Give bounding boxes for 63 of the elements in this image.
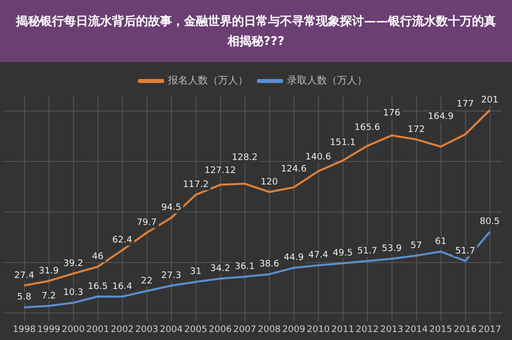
data-label: 51.7 bbox=[357, 246, 378, 256]
data-label: 57 bbox=[410, 240, 422, 251]
data-label: 38.6 bbox=[259, 260, 280, 270]
x-tick-label: 2000 bbox=[62, 324, 85, 335]
data-label: 47.4 bbox=[308, 250, 329, 261]
data-label: 22 bbox=[141, 276, 152, 286]
data-label: 27.4 bbox=[14, 270, 35, 281]
x-tick-label: 2005 bbox=[184, 324, 208, 335]
chart-title: 揭秘银行每日流水背后的故事，金融世界的日常与不寻常现象探讨——银行流水数十万的真相揭秘??? bbox=[0, 0, 512, 62]
data-label: 80.5 bbox=[480, 217, 500, 228]
x-tick-label: 2009 bbox=[282, 324, 306, 335]
data-label: 61 bbox=[435, 236, 446, 247]
data-label: 27.3 bbox=[161, 270, 182, 281]
data-label: 46 bbox=[92, 252, 104, 262]
x-tick-label: 1998 bbox=[12, 324, 36, 335]
data-label: 120 bbox=[260, 177, 278, 188]
x-tick-label: 2001 bbox=[86, 324, 110, 335]
data-label: 124.6 bbox=[280, 164, 307, 175]
data-label: 16.4 bbox=[112, 282, 133, 292]
data-label: 51.7 bbox=[455, 246, 476, 256]
x-tick-label: 2016 bbox=[454, 324, 477, 335]
data-label: 79.7 bbox=[136, 218, 157, 228]
data-label: 44.9 bbox=[284, 253, 304, 264]
data-label: 39.2 bbox=[63, 258, 84, 269]
x-tick-label: 2017 bbox=[478, 324, 502, 335]
x-tick-label: 1999 bbox=[37, 324, 60, 335]
data-label: 31 bbox=[190, 267, 202, 278]
x-tick-label: 2014 bbox=[404, 324, 428, 335]
data-label: 164.9 bbox=[428, 112, 454, 122]
data-label: 201 bbox=[481, 95, 498, 106]
data-label: 49.5 bbox=[332, 248, 353, 259]
data-label: 62.4 bbox=[112, 236, 133, 246]
x-tick-label: 2008 bbox=[258, 324, 281, 335]
data-label: 117.2 bbox=[182, 180, 209, 190]
x-tick-label: 2011 bbox=[331, 324, 354, 335]
x-tick-label: 2007 bbox=[233, 324, 256, 335]
data-label: 172 bbox=[408, 124, 425, 135]
data-label: 16.5 bbox=[88, 282, 108, 292]
data-label: 31.9 bbox=[38, 266, 60, 276]
x-tick-label: 2004 bbox=[160, 324, 183, 335]
data-label: 94.5 bbox=[161, 203, 182, 214]
x-tick-label: 2013 bbox=[380, 324, 404, 335]
data-label: 151.1 bbox=[330, 138, 356, 148]
x-tick-label: 2003 bbox=[135, 324, 158, 335]
data-label: 7.2 bbox=[42, 291, 56, 302]
data-label: 165.6 bbox=[354, 123, 380, 134]
data-label: 128.2 bbox=[232, 153, 258, 164]
x-tick-label: 2006 bbox=[208, 324, 232, 335]
x-tick-label: 2015 bbox=[429, 324, 452, 335]
data-label: 34.2 bbox=[210, 264, 230, 274]
data-label: 127.12 bbox=[204, 166, 236, 176]
x-tick-label: 2012 bbox=[356, 324, 379, 335]
legend-label: 录取人数（万人） bbox=[287, 76, 367, 87]
legend-label: 报名人数（万人） bbox=[167, 74, 248, 87]
data-label: 176 bbox=[383, 108, 401, 119]
data-label: 140.6 bbox=[305, 152, 332, 163]
data-label: 177 bbox=[456, 100, 474, 110]
x-tick-label: 2010 bbox=[306, 324, 330, 335]
data-label: 53.9 bbox=[382, 244, 402, 254]
data-label: 5.8 bbox=[17, 292, 32, 303]
data-label: 10.3 bbox=[63, 288, 84, 298]
data-label: 36.1 bbox=[234, 262, 255, 272]
x-tick-label: 2002 bbox=[110, 324, 134, 335]
